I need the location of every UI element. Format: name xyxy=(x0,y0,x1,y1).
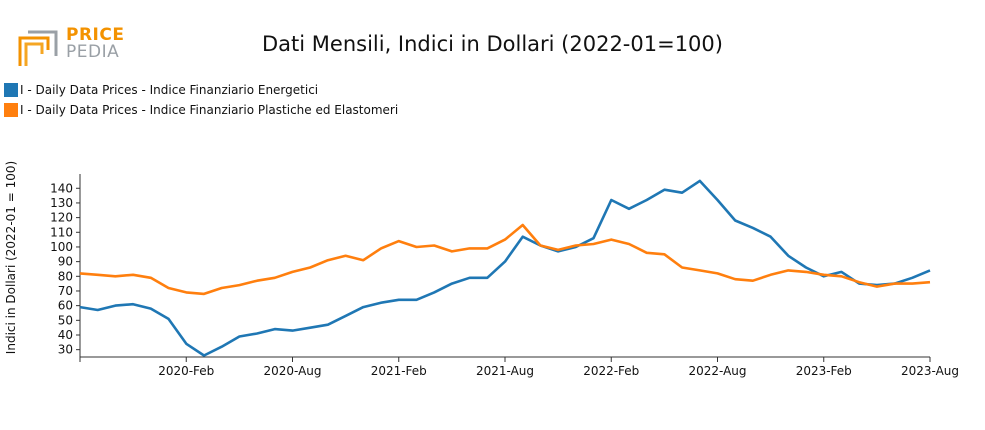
y-tick-label: 120 xyxy=(50,211,73,225)
legend-swatch-energetici xyxy=(4,83,18,97)
y-tick-label: 80 xyxy=(58,269,73,283)
legend-label-energetici: I - Daily Data Prices - Indice Finanziar… xyxy=(20,83,319,97)
legend-item-plastiche[interactable]: I - Daily Data Prices - Indice Finanziar… xyxy=(4,100,398,120)
y-tick-label: 130 xyxy=(50,196,73,210)
x-tick-label: 2023-Feb xyxy=(796,364,852,378)
x-tick-label: 2021-Feb xyxy=(371,364,427,378)
legend-item-energetici[interactable]: I - Daily Data Prices - Indice Finanziar… xyxy=(4,80,398,100)
chart-series xyxy=(79,179,931,357)
logo-word-price: PRICE xyxy=(66,25,125,45)
chart-title: Dati Mensili, Indici in Dollari (2022-01… xyxy=(262,32,723,56)
logo-mark-icon xyxy=(18,30,58,66)
y-tick-label: 100 xyxy=(50,240,73,254)
series-line-1[interactable] xyxy=(79,223,931,296)
pricepedia-logo: PRICE PEDIA xyxy=(18,26,128,72)
y-tick-label: 110 xyxy=(50,225,73,239)
y-tick-label: 70 xyxy=(58,284,73,298)
x-tick-label: 2021-Aug xyxy=(476,364,534,378)
legend-label-plastiche: I - Daily Data Prices - Indice Finanziar… xyxy=(20,103,399,117)
y-tick-label: 90 xyxy=(58,255,73,269)
series-line-0[interactable] xyxy=(79,179,931,357)
chart-legend: I - Daily Data Prices - Indice Finanziar… xyxy=(4,80,398,120)
y-tick-label: 30 xyxy=(58,343,73,357)
y-tick-label: 140 xyxy=(50,181,73,195)
y-tick-label: 40 xyxy=(58,328,73,342)
x-tick-label: 2020-Feb xyxy=(158,364,214,378)
x-tick-label: 2020-Aug xyxy=(263,364,321,378)
x-tick-label: 2023-Aug xyxy=(901,364,959,378)
y-tick-label: 60 xyxy=(58,299,73,313)
legend-swatch-plastiche xyxy=(4,103,18,117)
y-axis-label: Indici in Dollari (2022-01 = 100) xyxy=(4,161,18,354)
x-tick-label: 2022-Feb xyxy=(583,364,639,378)
y-tick-label: 50 xyxy=(58,313,73,327)
x-tick-label: 2022-Aug xyxy=(688,364,746,378)
logo-word-pedia: PEDIA xyxy=(66,42,120,62)
